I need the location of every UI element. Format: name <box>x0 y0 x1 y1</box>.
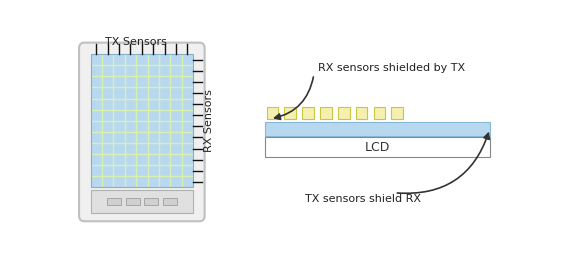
Bar <box>302 107 314 119</box>
Bar <box>125 198 139 205</box>
Bar <box>91 190 193 213</box>
Text: TX sensors shield RX: TX sensors shield RX <box>305 194 422 204</box>
Bar <box>285 107 296 119</box>
Bar <box>91 54 193 188</box>
Bar <box>356 107 367 119</box>
Bar <box>266 107 278 119</box>
Bar <box>320 107 332 119</box>
Bar <box>374 107 385 119</box>
Bar <box>144 198 158 205</box>
Text: RX Sensors: RX Sensors <box>203 89 213 152</box>
Text: TX Sensors: TX Sensors <box>105 37 167 47</box>
Bar <box>107 198 121 205</box>
Bar <box>391 107 403 119</box>
Bar <box>265 122 490 136</box>
Text: RX sensors shielded by TX: RX sensors shielded by TX <box>318 63 465 73</box>
FancyBboxPatch shape <box>79 43 205 221</box>
Bar <box>163 198 177 205</box>
Bar <box>91 54 193 188</box>
Bar <box>265 137 490 157</box>
Text: LCD: LCD <box>365 141 390 154</box>
Bar <box>338 107 350 119</box>
